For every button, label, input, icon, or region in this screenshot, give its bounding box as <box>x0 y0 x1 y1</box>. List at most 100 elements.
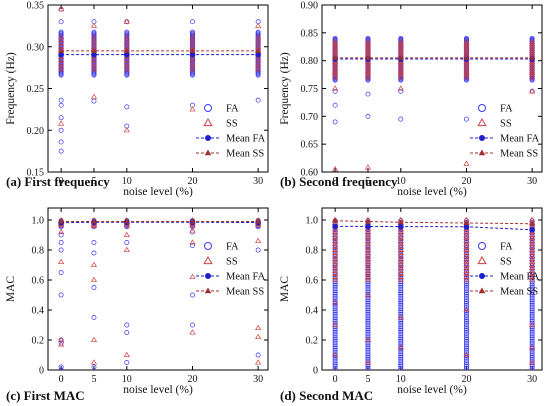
ss-point <box>529 38 536 44</box>
fa-point <box>529 327 535 333</box>
fa-point <box>398 331 404 337</box>
fa-point <box>58 115 64 121</box>
fa-point <box>464 288 469 294</box>
ss-point <box>255 66 262 73</box>
ss-point <box>463 273 470 280</box>
ss-point <box>58 341 65 347</box>
fa-point <box>529 311 535 317</box>
y-tick-label: 0.4 <box>306 306 319 317</box>
fa-point <box>365 367 371 370</box>
fa-point <box>398 295 404 301</box>
ss-point <box>364 231 372 238</box>
fa-point <box>332 290 338 296</box>
panel-caption: (c) First MAC <box>6 388 85 403</box>
mean-ss-point <box>365 54 371 60</box>
legend-marker-mean-fa <box>205 135 211 141</box>
mean-fa-line <box>335 225 533 231</box>
ss-point <box>364 38 372 44</box>
y-axis-label: Frequency (Hz) <box>5 52 17 125</box>
fa-point <box>529 300 535 306</box>
fa-point <box>365 344 371 350</box>
mean-ss-point <box>91 218 97 224</box>
ss-point <box>463 351 470 358</box>
axes-frame <box>47 207 269 371</box>
mean-fa-point <box>58 51 64 58</box>
ss-point <box>397 261 404 268</box>
y-tick-label: 0.90 <box>301 1 319 12</box>
ss-point <box>364 164 372 170</box>
ss-point <box>332 351 339 358</box>
fa-point <box>529 309 535 315</box>
fa-point <box>365 335 371 341</box>
fa-point <box>332 288 338 294</box>
fa-point <box>332 302 338 308</box>
legend-marker-fa <box>204 242 212 250</box>
fa-point <box>529 313 535 319</box>
ss-point <box>90 56 98 63</box>
ss-point <box>364 270 372 277</box>
fa-point <box>332 342 338 348</box>
fa-point <box>58 139 64 145</box>
ss-point <box>189 36 196 43</box>
ss-point <box>397 273 404 280</box>
mean-fa-point <box>529 226 535 233</box>
ss-point <box>332 255 339 262</box>
fa-point <box>464 311 469 317</box>
fa-point <box>124 322 130 328</box>
ss-point <box>529 273 536 280</box>
ss-point <box>58 66 65 73</box>
fa-point <box>529 304 535 310</box>
y-tick-label: 0.8 <box>32 246 45 257</box>
panel-c: 0 0.2 0.4 0.6 0.8 1.0 0 5 10 20 30 noise level (%) M… <box>5 207 269 403</box>
mean-ss-point <box>529 54 535 60</box>
fa-point <box>398 329 404 335</box>
legend-label: FA <box>226 242 239 253</box>
fa-point <box>365 360 371 366</box>
ss-point <box>255 359 262 365</box>
ss-point <box>332 264 339 271</box>
ss-point <box>397 240 404 247</box>
fa-point <box>332 291 338 297</box>
ss-point <box>58 36 65 43</box>
ss-point <box>123 231 130 238</box>
fa-point <box>365 311 371 317</box>
axes-frame <box>47 4 269 173</box>
fa-point <box>529 302 535 308</box>
mean-fa-point <box>91 51 97 58</box>
fa-point <box>91 315 97 320</box>
legend-label: SS <box>500 119 512 130</box>
fa-point <box>398 353 404 359</box>
ss-point <box>364 249 372 256</box>
ss-point <box>529 231 536 238</box>
ss-point <box>332 231 339 238</box>
ss-point <box>255 56 262 63</box>
fa-point <box>398 363 404 369</box>
y-tick-label: 0.30 <box>27 42 45 53</box>
legend-marker-mean-fa <box>205 273 211 279</box>
fa-point <box>529 356 535 362</box>
ss-point <box>332 237 339 244</box>
fa-point <box>332 335 338 341</box>
fa-point <box>398 356 404 362</box>
fa-point <box>464 340 469 346</box>
panel-a: 0.15 0.20 0.25 0.30 0.35 0 5 10 20 30 noise level … <box>5 1 269 198</box>
ss-point <box>364 252 372 259</box>
fa-point <box>365 308 371 314</box>
fa-point <box>529 290 535 296</box>
fa-point <box>529 362 535 368</box>
legend-label: FA <box>500 242 513 253</box>
ss-point <box>90 261 98 268</box>
fa-point <box>365 329 371 335</box>
legend-marker-ss <box>203 255 213 265</box>
fa-point <box>365 299 371 305</box>
fa-point <box>398 317 404 323</box>
fa-point <box>464 293 469 299</box>
ss-point <box>90 93 98 99</box>
ss-point <box>123 126 130 133</box>
ss-point <box>90 359 98 365</box>
x-tick-label: 10 <box>396 374 406 385</box>
ss-point <box>332 276 339 283</box>
fa-point <box>332 345 338 351</box>
fa-point <box>398 315 404 321</box>
legend-marker-mean-ss <box>204 149 212 156</box>
